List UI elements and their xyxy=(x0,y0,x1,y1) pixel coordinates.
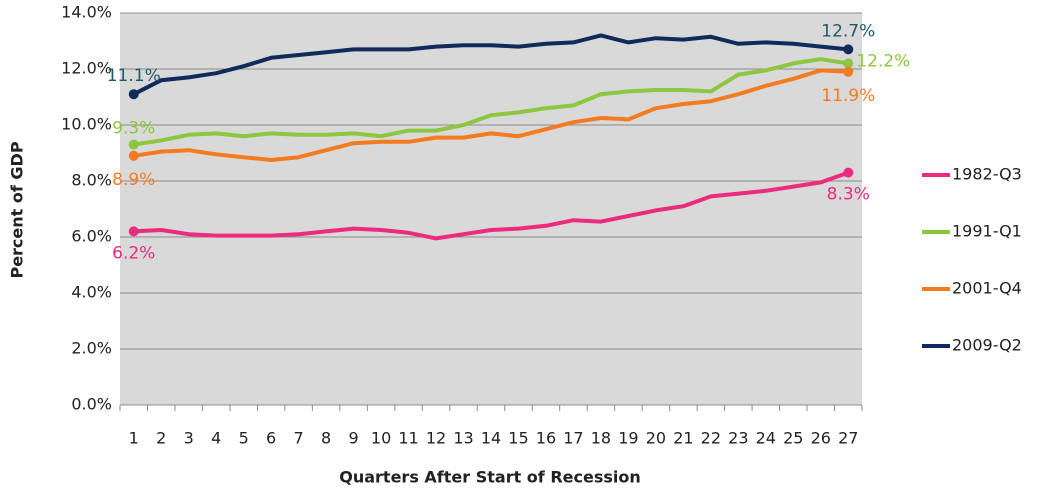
x-tick-label: 22 xyxy=(701,429,721,448)
y-tick-label: 10.0% xyxy=(61,115,112,134)
end-marker xyxy=(843,167,854,178)
data-label: 6.2% xyxy=(112,243,155,263)
x-tick-label: 4 xyxy=(211,429,221,448)
data-label: 12.2% xyxy=(856,51,910,71)
x-tick-label: 27 xyxy=(838,429,858,448)
data-label: 11.9% xyxy=(821,86,875,106)
x-axis-title: Quarters After Start of Recession xyxy=(339,468,641,487)
legend-label: 2009-Q2 xyxy=(952,336,1022,355)
legend-label: 1982-Q3 xyxy=(952,165,1022,184)
y-tick-label: 2.0% xyxy=(71,339,112,358)
data-label: 8.3% xyxy=(827,185,870,205)
series-line xyxy=(133,170,849,241)
data-label: 8.9% xyxy=(112,170,155,190)
y-tick-label: 4.0% xyxy=(71,283,112,302)
x-tick-label: 17 xyxy=(563,429,583,448)
end-marker xyxy=(843,66,854,77)
x-tick-label: 26 xyxy=(811,429,831,448)
x-tick-label: 16 xyxy=(536,429,556,448)
data-label: 11.1% xyxy=(107,66,161,86)
x-tick-label: 10 xyxy=(371,429,391,448)
x-tick-label: 24 xyxy=(756,429,776,448)
x-tick-label: 5 xyxy=(239,429,249,448)
series-line xyxy=(132,33,849,96)
x-tick-label: 12 xyxy=(426,429,446,448)
x-tick-label: 6 xyxy=(266,429,276,448)
data-label: 12.7% xyxy=(821,21,875,41)
end-marker xyxy=(128,89,139,100)
x-tick-label: 14 xyxy=(481,429,501,448)
x-tick-label: 3 xyxy=(184,429,194,448)
end-marker xyxy=(128,150,139,161)
x-tick-label: 21 xyxy=(673,429,693,448)
y-tick-label: 6.0% xyxy=(71,227,112,246)
data-label: 9.3% xyxy=(112,119,155,139)
x-tick-label: 11 xyxy=(398,429,418,448)
end-marker xyxy=(128,226,139,237)
x-tick-label: 18 xyxy=(591,429,611,448)
y-axis-title: Percent of GDP xyxy=(8,141,27,278)
y-tick-label: 14.0% xyxy=(61,3,112,22)
x-tick-label: 7 xyxy=(294,429,304,448)
series-line xyxy=(133,57,849,147)
x-tick-label: 13 xyxy=(453,429,473,448)
plot-area xyxy=(120,13,862,405)
end-marker xyxy=(843,44,854,55)
y-tick-label: 0.0% xyxy=(71,395,112,414)
x-tick-label: 25 xyxy=(783,429,803,448)
x-tick-label: 15 xyxy=(508,429,528,448)
x-tick-label: 8 xyxy=(321,429,331,448)
x-tick-label: 1 xyxy=(129,429,139,448)
x-tick-label: 19 xyxy=(618,429,638,448)
x-tick-label: 20 xyxy=(646,429,666,448)
legend-label: 2001-Q4 xyxy=(952,279,1022,298)
y-tick-label: 8.0% xyxy=(71,171,112,190)
x-tick-label: 23 xyxy=(728,429,748,448)
legend-label: 1991-Q1 xyxy=(952,222,1022,241)
end-marker xyxy=(843,58,854,69)
end-marker xyxy=(128,139,139,150)
x-tick-label: 2 xyxy=(156,429,166,448)
series-line xyxy=(133,68,849,162)
y-tick-label: 12.0% xyxy=(61,59,112,78)
x-tick-label: 9 xyxy=(348,429,358,448)
